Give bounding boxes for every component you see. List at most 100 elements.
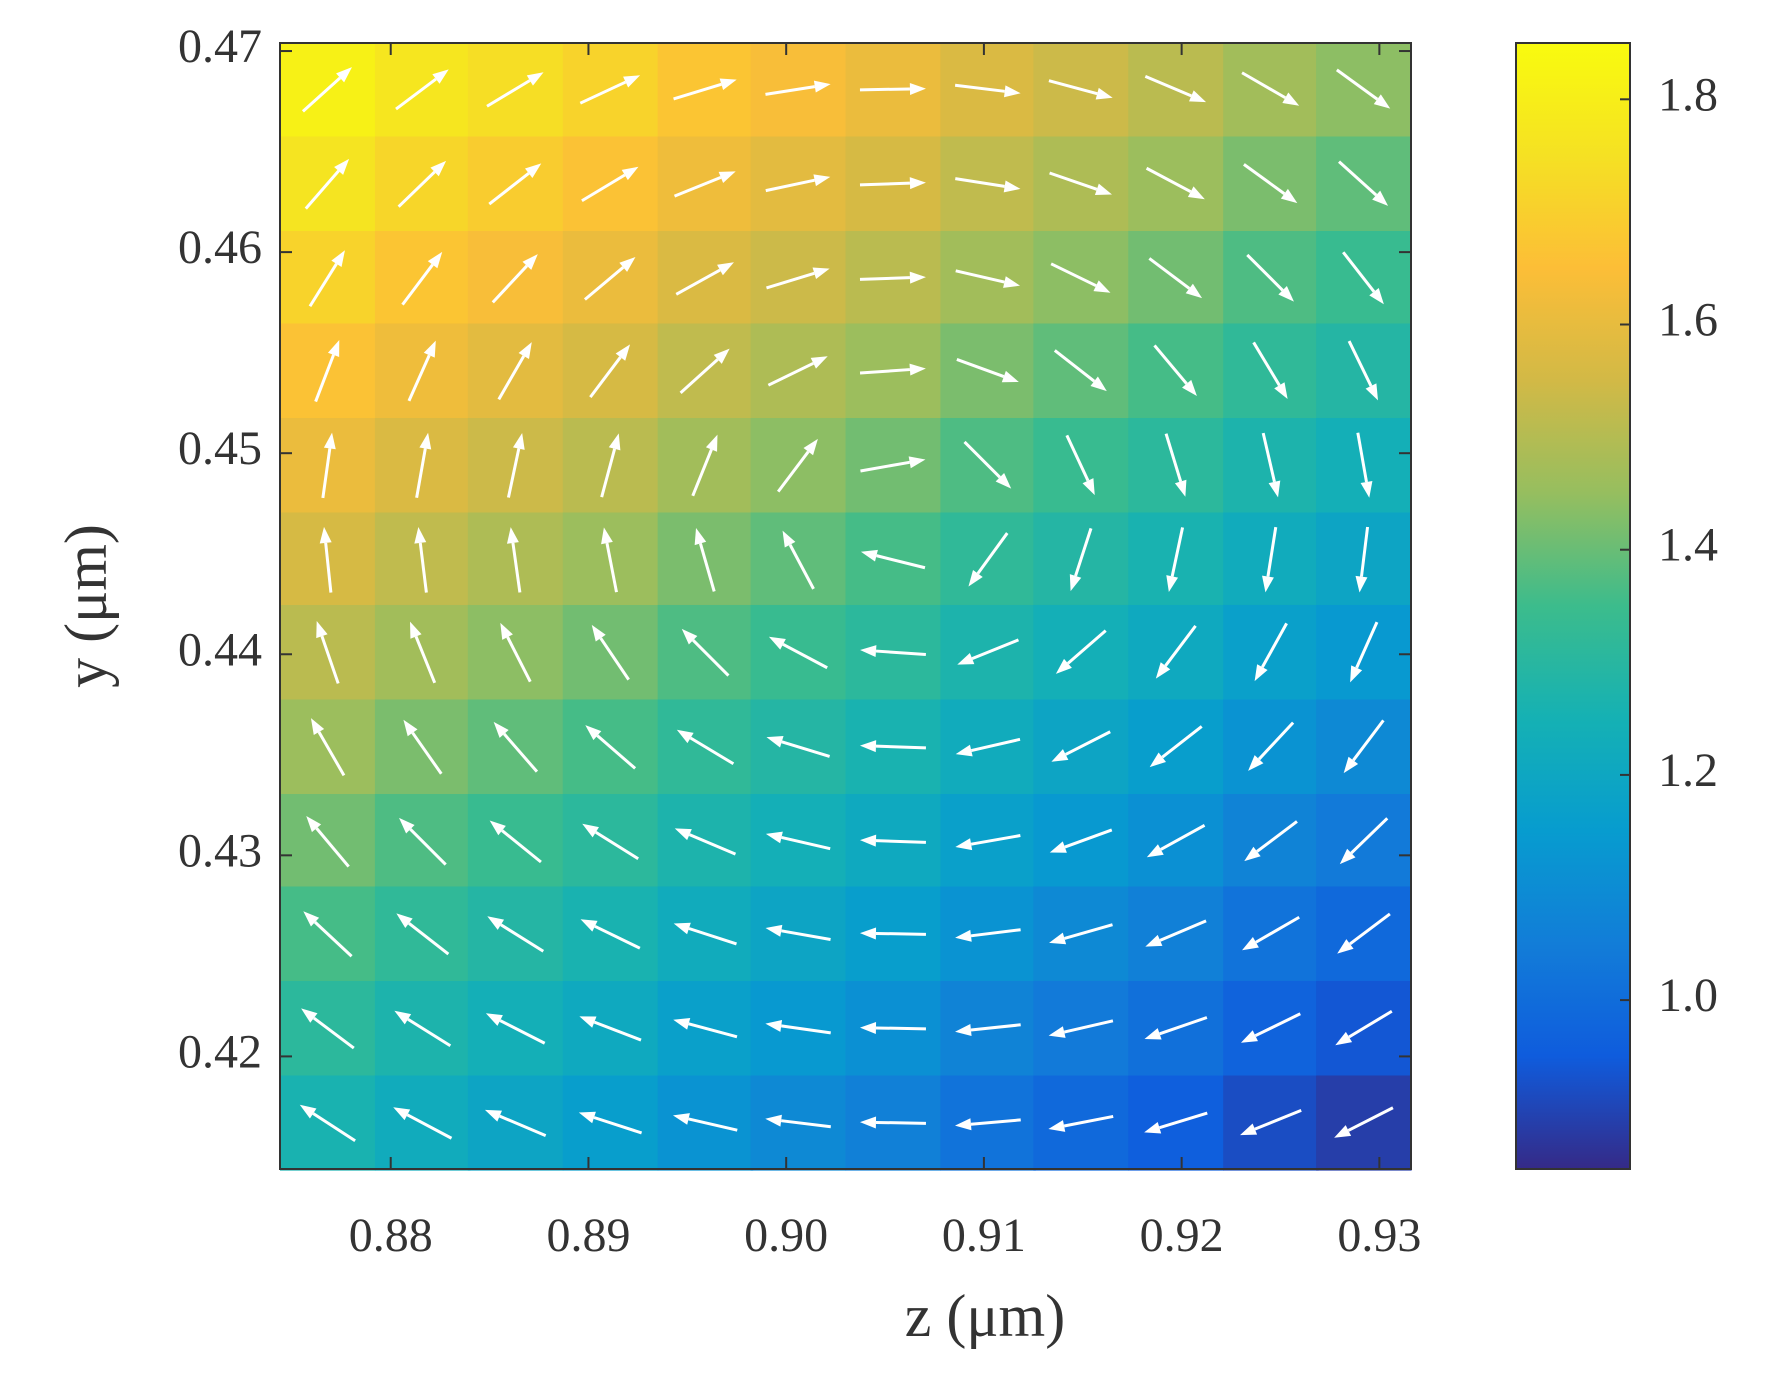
arrow-head xyxy=(578,1111,596,1124)
arrow xyxy=(600,433,621,498)
arrow-head xyxy=(432,69,449,84)
arrow-shaft xyxy=(408,922,450,956)
arrow-shaft xyxy=(781,929,831,941)
arrow-shaft xyxy=(1064,730,1111,756)
arrow xyxy=(415,432,432,499)
arrow-head xyxy=(427,251,443,269)
arrow-head xyxy=(1144,1121,1162,1134)
arrow-shaft xyxy=(1159,1111,1208,1130)
arrow-head xyxy=(485,1013,503,1026)
arrow xyxy=(301,1008,355,1050)
arrow xyxy=(1242,915,1300,951)
arrow xyxy=(765,1019,831,1035)
x-axis-label: z (μm) xyxy=(905,1283,1065,1349)
arrow-head xyxy=(955,929,972,942)
arrow-shaft xyxy=(673,175,722,198)
y-tick-label: 0.47 xyxy=(178,20,262,73)
arrow-head xyxy=(419,432,432,450)
arrow-shaft xyxy=(1347,340,1373,387)
arrow-shaft xyxy=(1144,74,1192,98)
arrow xyxy=(955,1023,1021,1036)
arrow-shaft xyxy=(859,87,910,92)
arrow xyxy=(1335,68,1391,109)
arrow xyxy=(859,834,926,847)
arrow-shaft xyxy=(956,358,1005,378)
arrow-head xyxy=(813,80,831,93)
arrow-head xyxy=(316,621,328,639)
arrow xyxy=(767,356,828,387)
x-tick-label: 0.89 xyxy=(546,1209,630,1262)
arrow-shaft xyxy=(324,542,333,593)
arrow-shaft xyxy=(406,1113,453,1140)
arrow xyxy=(765,80,831,96)
arrow xyxy=(578,1111,643,1135)
arrow-head xyxy=(1185,283,1203,299)
arrow-shaft xyxy=(409,828,447,866)
arrow xyxy=(955,928,1021,942)
arrow xyxy=(396,913,450,956)
arrow xyxy=(860,645,926,658)
arrow-head xyxy=(1095,87,1113,100)
arrow-shaft xyxy=(486,79,531,108)
arrow-shaft xyxy=(698,542,716,592)
arrow xyxy=(414,526,428,593)
arrow xyxy=(673,171,736,198)
arrow-shaft xyxy=(401,263,434,306)
arrow-head xyxy=(713,348,730,364)
arrow xyxy=(1144,1016,1208,1040)
arrow xyxy=(306,815,350,868)
arrow-head xyxy=(1187,186,1205,200)
arrow-head xyxy=(803,438,818,456)
arrow-head xyxy=(1001,370,1019,383)
arrow-head xyxy=(1242,937,1259,951)
arrow-shaft xyxy=(304,169,340,210)
arrow-shaft xyxy=(1170,527,1185,577)
arrow-shaft xyxy=(691,448,713,497)
arrow-head xyxy=(859,1021,877,1034)
arrow-head xyxy=(955,1024,972,1036)
arrow xyxy=(1148,257,1203,299)
arrow-head xyxy=(1268,480,1281,498)
arrow-shaft xyxy=(1064,923,1113,940)
arrow-shaft xyxy=(679,358,719,394)
arrow-head xyxy=(301,1008,318,1023)
arrow-head xyxy=(1365,383,1379,401)
arrow-shaft xyxy=(1159,1016,1208,1036)
arrow xyxy=(1055,629,1107,674)
arrow xyxy=(1254,622,1288,682)
arrow-shaft xyxy=(593,1116,643,1135)
arrow-head xyxy=(1094,183,1112,195)
arrow-shaft xyxy=(1161,725,1203,759)
arrow-head xyxy=(1337,939,1354,954)
arrow xyxy=(955,834,1021,851)
arrow xyxy=(1048,1114,1114,1132)
arrow-shaft xyxy=(1148,257,1191,290)
arrow-head xyxy=(1360,480,1373,498)
arrow-head xyxy=(1373,94,1391,109)
arrow-head xyxy=(1278,286,1294,302)
arrow-shaft xyxy=(499,1019,546,1045)
arrow-head xyxy=(1055,658,1072,674)
arrow-shaft xyxy=(1257,721,1295,761)
arrow xyxy=(589,344,631,399)
arrow-head xyxy=(859,834,877,847)
arrow-head xyxy=(1166,575,1179,593)
arrow xyxy=(1262,526,1278,593)
arrow-head xyxy=(522,254,538,270)
arrow xyxy=(301,67,352,113)
arrow-head xyxy=(810,356,828,369)
arrow-shaft xyxy=(315,827,350,868)
arrow-head xyxy=(394,1010,412,1025)
arrow xyxy=(1252,341,1288,400)
arrow-shaft xyxy=(970,1023,1021,1032)
arrow xyxy=(766,736,831,758)
arrow xyxy=(299,1104,356,1142)
arrow-shaft xyxy=(688,1022,738,1039)
arrow-head xyxy=(859,927,877,940)
y-axis-label: y (μm) xyxy=(53,524,119,688)
arrow xyxy=(1243,163,1298,204)
arrow-shaft xyxy=(321,448,332,499)
arrow xyxy=(1050,262,1111,293)
arrow xyxy=(410,621,437,684)
arrow-head xyxy=(393,1107,411,1121)
